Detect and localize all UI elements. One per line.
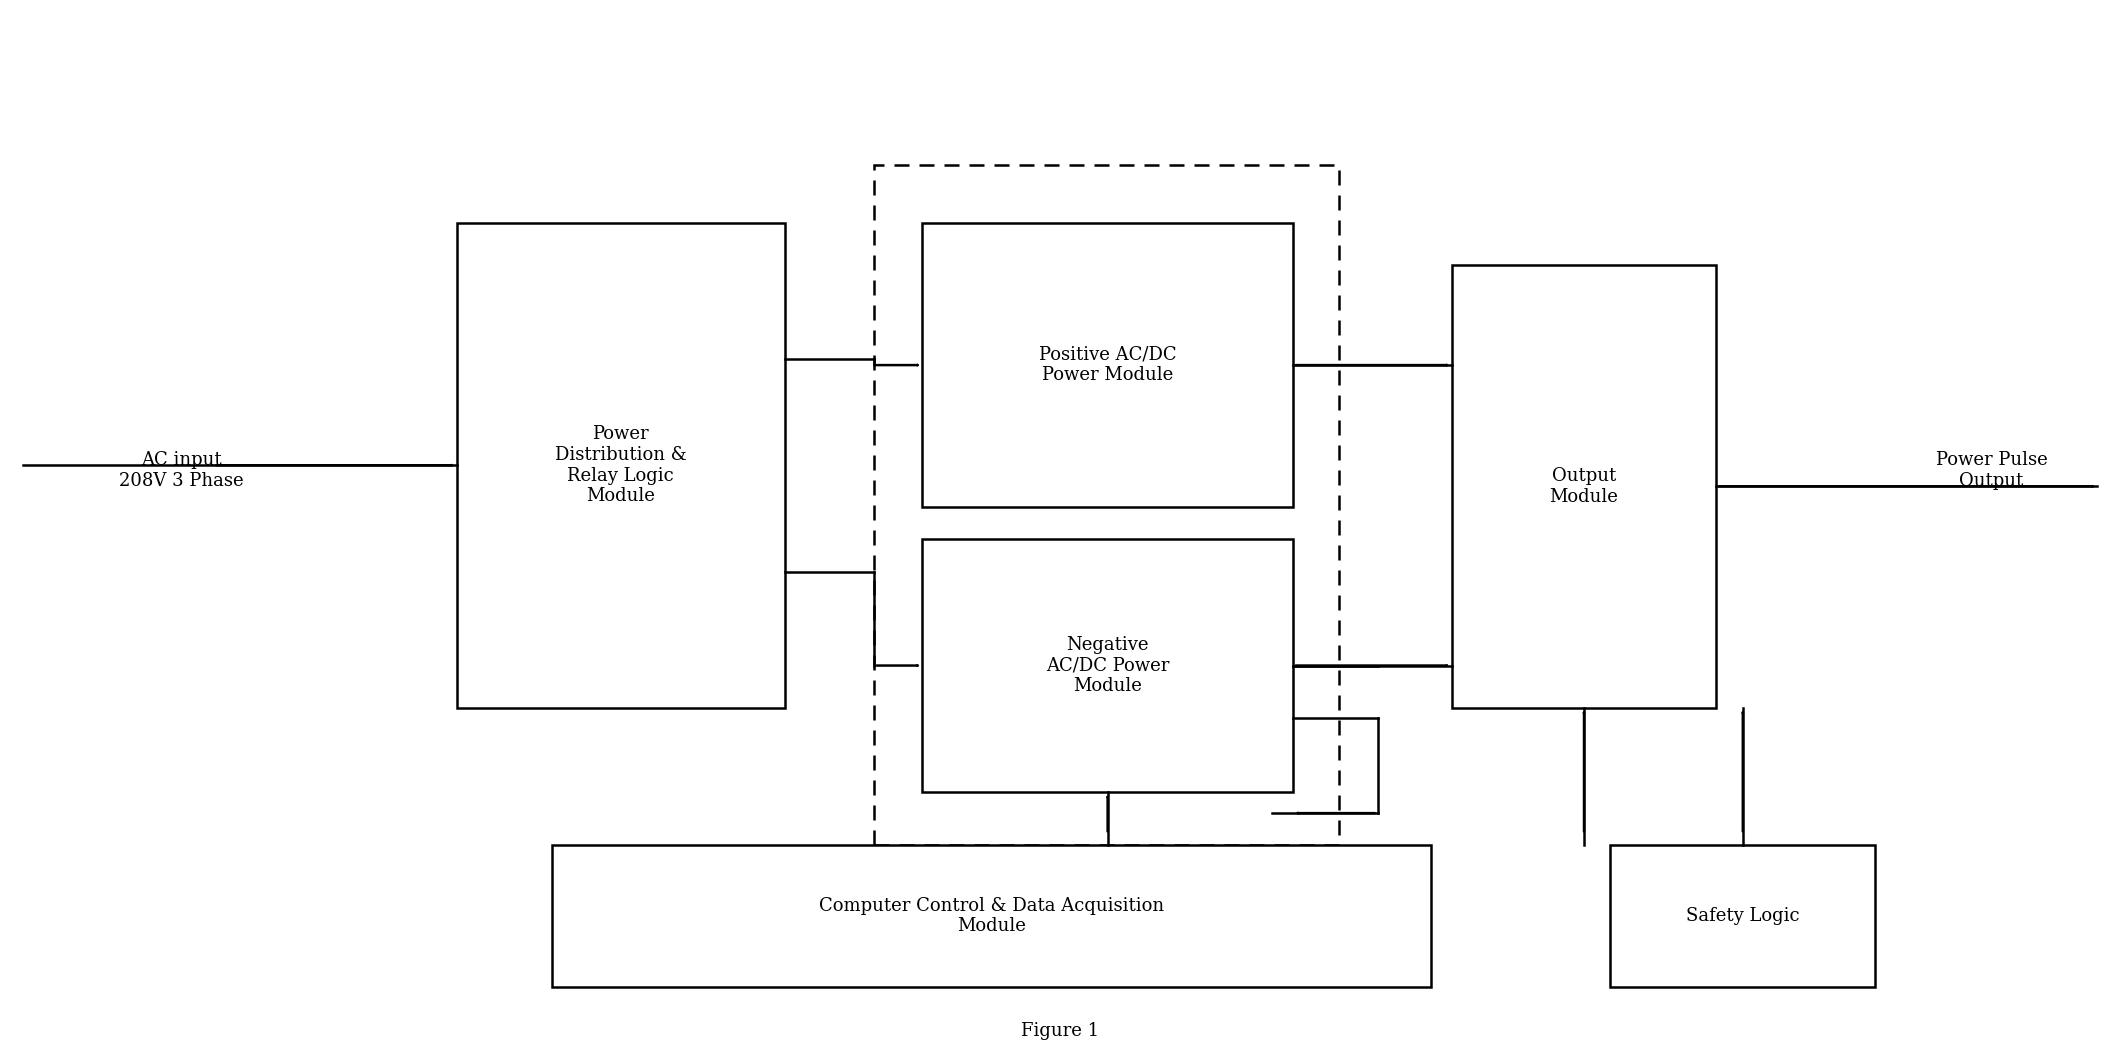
- Bar: [1611, 845, 1874, 987]
- Bar: [922, 223, 1293, 507]
- Text: Computer Control & Data Acquisition
Module: Computer Control & Data Acquisition Modu…: [818, 896, 1164, 935]
- Text: Safety Logic: Safety Logic: [1685, 907, 1800, 925]
- Text: Figure 1: Figure 1: [1022, 1022, 1098, 1040]
- Text: Output
Module: Output Module: [1550, 467, 1618, 505]
- Bar: [873, 165, 1340, 845]
- Text: Power
Distribution &
Relay Logic
Module: Power Distribution & Relay Logic Module: [555, 425, 687, 505]
- Text: AC input
208V 3 Phase: AC input 208V 3 Phase: [119, 451, 244, 489]
- Text: Power Pulse
Output: Power Pulse Output: [1936, 451, 2048, 489]
- Bar: [1452, 265, 1717, 708]
- Text: Positive AC/DC
Power Module: Positive AC/DC Power Module: [1039, 346, 1177, 385]
- Text: Negative
AC/DC Power
Module: Negative AC/DC Power Module: [1045, 635, 1170, 696]
- Bar: [551, 845, 1431, 987]
- Bar: [922, 539, 1293, 792]
- Bar: [456, 223, 784, 708]
